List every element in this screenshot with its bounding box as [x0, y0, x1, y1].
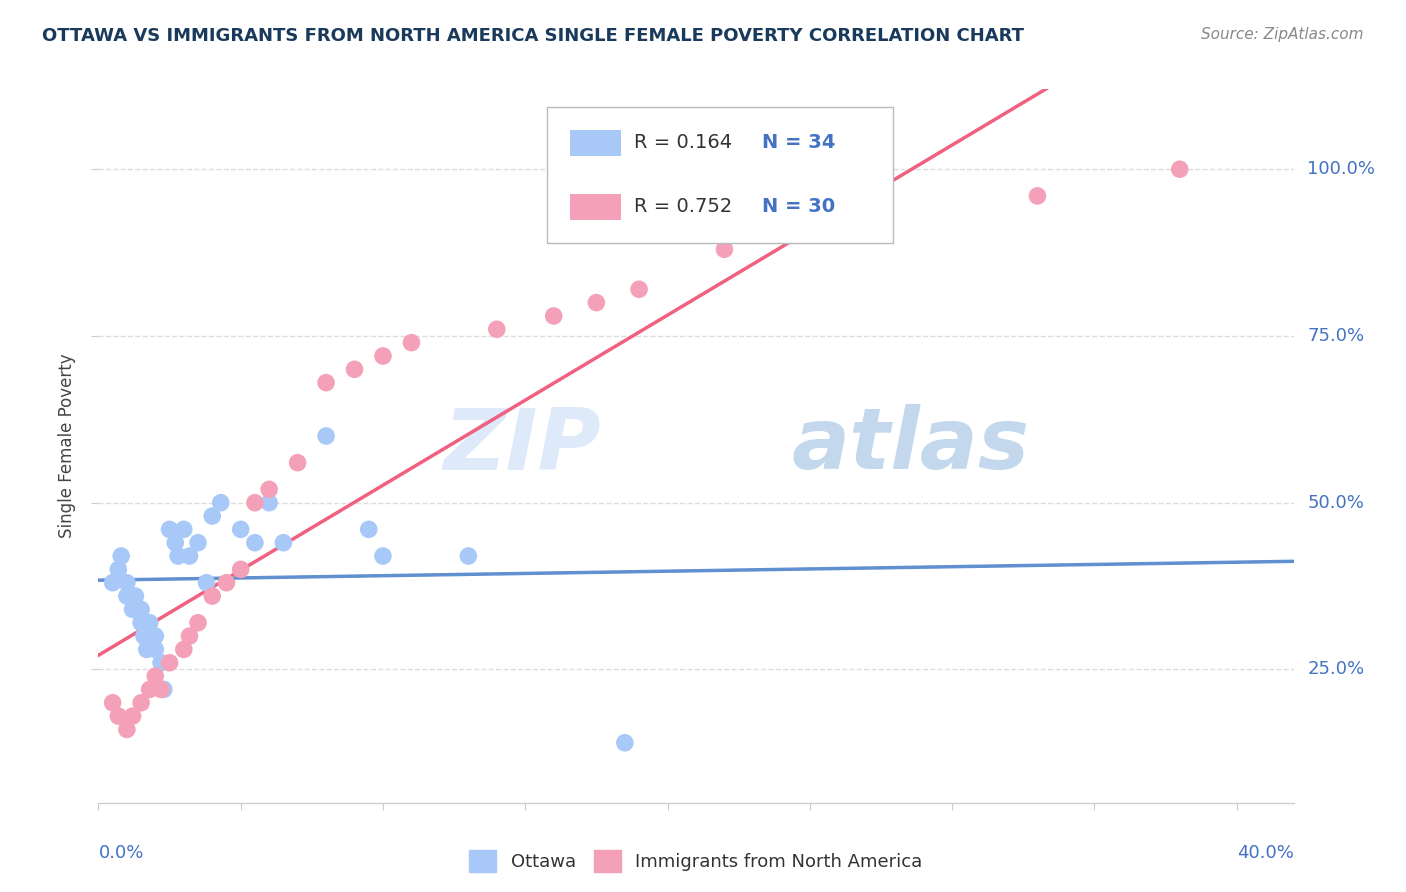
Point [457, 549, 479, 563]
Point [273, 535, 295, 549]
Point [138, 615, 160, 630]
Point [159, 522, 181, 536]
Point [187, 615, 209, 630]
Text: ZIP: ZIP [443, 404, 600, 488]
Point [153, 682, 176, 697]
Point [167, 549, 190, 563]
Point [401, 335, 423, 350]
FancyBboxPatch shape [547, 107, 893, 243]
Point [201, 589, 224, 603]
Point [110, 549, 132, 563]
Text: N = 30: N = 30 [762, 197, 835, 217]
Point [165, 535, 187, 549]
Text: 25.0%: 25.0% [1308, 660, 1365, 679]
Point [371, 349, 394, 363]
Point [107, 562, 129, 576]
Point [179, 629, 201, 643]
Text: N = 34: N = 34 [762, 133, 835, 153]
Text: 40.0%: 40.0% [1237, 845, 1294, 863]
Point [315, 429, 337, 443]
Point [132, 629, 155, 643]
Point [115, 575, 138, 590]
Point [150, 656, 173, 670]
Point [628, 282, 651, 296]
Point [129, 602, 152, 616]
Point [485, 322, 508, 336]
Point [215, 575, 238, 590]
Point [315, 376, 337, 390]
Point [173, 642, 195, 657]
Point [101, 575, 124, 590]
Point [159, 656, 181, 670]
Point [201, 509, 224, 524]
Point [115, 589, 138, 603]
Point [613, 736, 636, 750]
Point [138, 682, 160, 697]
Point [1168, 162, 1191, 177]
Point [179, 549, 201, 563]
Point [129, 696, 152, 710]
Point [543, 309, 565, 323]
Point [187, 535, 209, 549]
Point [143, 629, 166, 643]
Point [257, 496, 280, 510]
Point [343, 362, 366, 376]
Text: 50.0%: 50.0% [1308, 493, 1364, 512]
Point [135, 642, 157, 657]
Point [357, 522, 380, 536]
Text: R = 0.164: R = 0.164 [634, 133, 733, 153]
Point [229, 562, 252, 576]
FancyBboxPatch shape [571, 130, 620, 155]
Point [124, 589, 146, 603]
Point [129, 615, 152, 630]
Text: 100.0%: 100.0% [1308, 161, 1375, 178]
Point [101, 696, 124, 710]
Text: 0.0%: 0.0% [98, 845, 143, 863]
Text: Source: ZipAtlas.com: Source: ZipAtlas.com [1201, 27, 1364, 42]
Point [243, 496, 266, 510]
Point [243, 535, 266, 549]
Point [143, 642, 166, 657]
Point [585, 295, 607, 310]
Point [229, 522, 252, 536]
Y-axis label: Single Female Poverty: Single Female Poverty [58, 354, 76, 538]
FancyBboxPatch shape [571, 194, 620, 219]
Point [1026, 189, 1049, 203]
Point [121, 709, 143, 723]
Point [115, 723, 138, 737]
Point [209, 496, 232, 510]
Point [107, 709, 129, 723]
Point [121, 602, 143, 616]
Point [257, 483, 280, 497]
Point [827, 216, 849, 230]
Point [143, 669, 166, 683]
Point [287, 456, 309, 470]
Legend: Ottawa, Immigrants from North America: Ottawa, Immigrants from North America [463, 843, 929, 880]
Point [195, 575, 218, 590]
Text: atlas: atlas [792, 404, 1029, 488]
Point [173, 522, 195, 536]
Point [150, 682, 173, 697]
Point [371, 549, 394, 563]
Text: OTTAWA VS IMMIGRANTS FROM NORTH AMERICA SINGLE FEMALE POVERTY CORRELATION CHART: OTTAWA VS IMMIGRANTS FROM NORTH AMERICA … [42, 27, 1024, 45]
Text: R = 0.752: R = 0.752 [634, 197, 733, 217]
Point [713, 242, 735, 256]
Text: 75.0%: 75.0% [1308, 327, 1365, 345]
